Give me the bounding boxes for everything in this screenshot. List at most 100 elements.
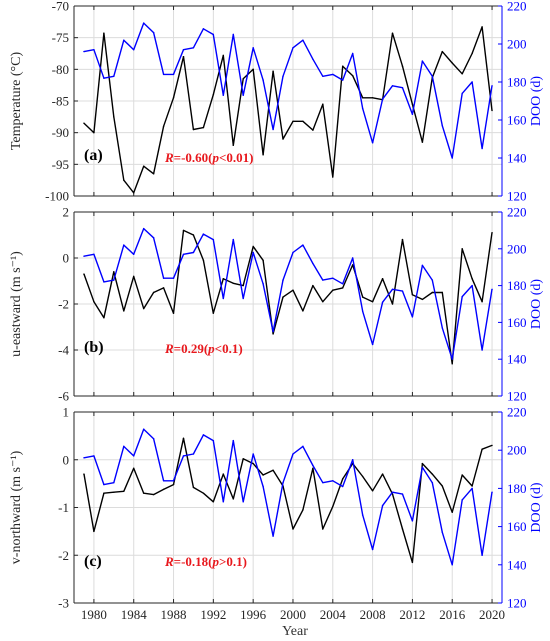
left-data-point [152, 291, 155, 294]
left-data-point [202, 259, 205, 261]
doo-data-point [312, 262, 314, 265]
doo-data-point [172, 277, 175, 279]
y2-axis-label: DOO (d) [529, 76, 544, 126]
y-tick-label: 0 [63, 452, 70, 467]
left-data-point [113, 271, 115, 273]
doo-data-point [351, 257, 354, 259]
doo-data-point [371, 343, 374, 346]
left-data-point [83, 122, 85, 124]
doo-data-point [182, 455, 185, 457]
y2-tick-label: 160 [507, 315, 527, 330]
left-data-point [162, 125, 165, 128]
left-data-point [461, 474, 463, 476]
left-data-point [133, 192, 135, 194]
correlation-annotation: R=-0.18(p>0.1) [164, 554, 247, 569]
doo-data-point [282, 481, 284, 484]
doo-data-point [202, 233, 205, 235]
left-data-point [401, 528, 404, 530]
doo-data-point [123, 39, 125, 41]
doo-data-point [182, 253, 185, 256]
y-tick-label: 2 [63, 205, 70, 220]
left-data-point [252, 462, 254, 465]
left-data-point [152, 493, 155, 496]
left-data-point [182, 437, 185, 439]
doo-data-point [282, 75, 284, 78]
doo-data-point [431, 279, 434, 281]
left-data-point [222, 54, 225, 57]
left-data-point [322, 528, 324, 530]
y-axis-label: v-northward (m s⁻¹) [9, 450, 24, 564]
left-data-point [282, 296, 284, 298]
left-data-point [481, 301, 483, 303]
left-data-point [192, 128, 195, 131]
doo-data-point [242, 297, 244, 300]
x-tick-label: 1988 [161, 607, 187, 622]
left-data-point [272, 70, 274, 72]
doo-data-point [292, 453, 294, 455]
doo-data-point [451, 157, 453, 159]
doo-data-point [202, 434, 205, 436]
left-data-point [152, 173, 155, 175]
doo-data-point [162, 73, 165, 76]
left-data-point [202, 492, 205, 494]
doo-data-point [302, 244, 304, 246]
doo-data-point [391, 288, 394, 290]
annotation-value: =-0.60( [174, 150, 213, 165]
doo-data-point [93, 455, 95, 457]
doo-data-point [133, 49, 135, 51]
doo-data-point [361, 310, 364, 313]
y2-tick-label: 160 [507, 519, 527, 534]
doo-data-point [461, 295, 463, 298]
left-data-point [123, 179, 125, 181]
left-data-point [93, 301, 95, 303]
left-data-point [481, 448, 483, 450]
doo-data-point [192, 453, 195, 455]
doo-data-point [431, 75, 434, 78]
doo-data-point [351, 459, 354, 461]
doo-data-point [351, 52, 354, 55]
left-data-point [262, 474, 264, 476]
doo-data-point [471, 284, 473, 287]
left-data-point [441, 485, 443, 487]
panel-1: -100 -95 -90 -85 -80 -75 -70 120 140 160 180 200 220… [9, 0, 544, 204]
left-data-point [83, 473, 85, 475]
doo-data-point [222, 297, 225, 300]
left-data-point [222, 278, 225, 280]
left-data-point [401, 238, 404, 241]
left-data-point [142, 307, 145, 310]
x-tick-label: 2020 [479, 607, 505, 622]
left-data-point [192, 234, 195, 236]
left-data-point [252, 245, 254, 248]
left-data-point [332, 176, 334, 178]
y2-tick-label: 200 [507, 241, 527, 256]
left-data-point [312, 467, 314, 470]
left-data-point [491, 232, 493, 234]
doo-data-point [93, 49, 95, 51]
doo-data-point [232, 33, 234, 36]
doo-data-point [232, 439, 234, 442]
x-axis-label: Year [282, 624, 308, 639]
left-data-point [471, 52, 473, 55]
doo-data-point [133, 455, 135, 457]
doo-data-point [381, 301, 384, 303]
doo-data-point [113, 481, 115, 484]
left-data-point [123, 490, 125, 492]
doo-data-point [411, 316, 414, 318]
annotation-p: p [212, 554, 220, 569]
left-data-point [361, 475, 364, 478]
doo-series-line [83, 22, 493, 159]
left-data-point [192, 486, 195, 489]
doo-data-point [192, 251, 195, 254]
doo-data-point [371, 548, 374, 551]
doo-data-point [441, 327, 443, 329]
left-data-point [361, 296, 364, 298]
left-data-point [232, 282, 234, 284]
y-tick-label: 1 [63, 405, 70, 420]
left-data-point [172, 312, 175, 314]
doo-data-point [471, 487, 473, 490]
doo-data-point [451, 564, 453, 566]
doo-series-line [83, 428, 493, 566]
left-data-point [312, 129, 314, 131]
annotation-p: p [212, 150, 220, 165]
left-data-point [133, 467, 135, 470]
